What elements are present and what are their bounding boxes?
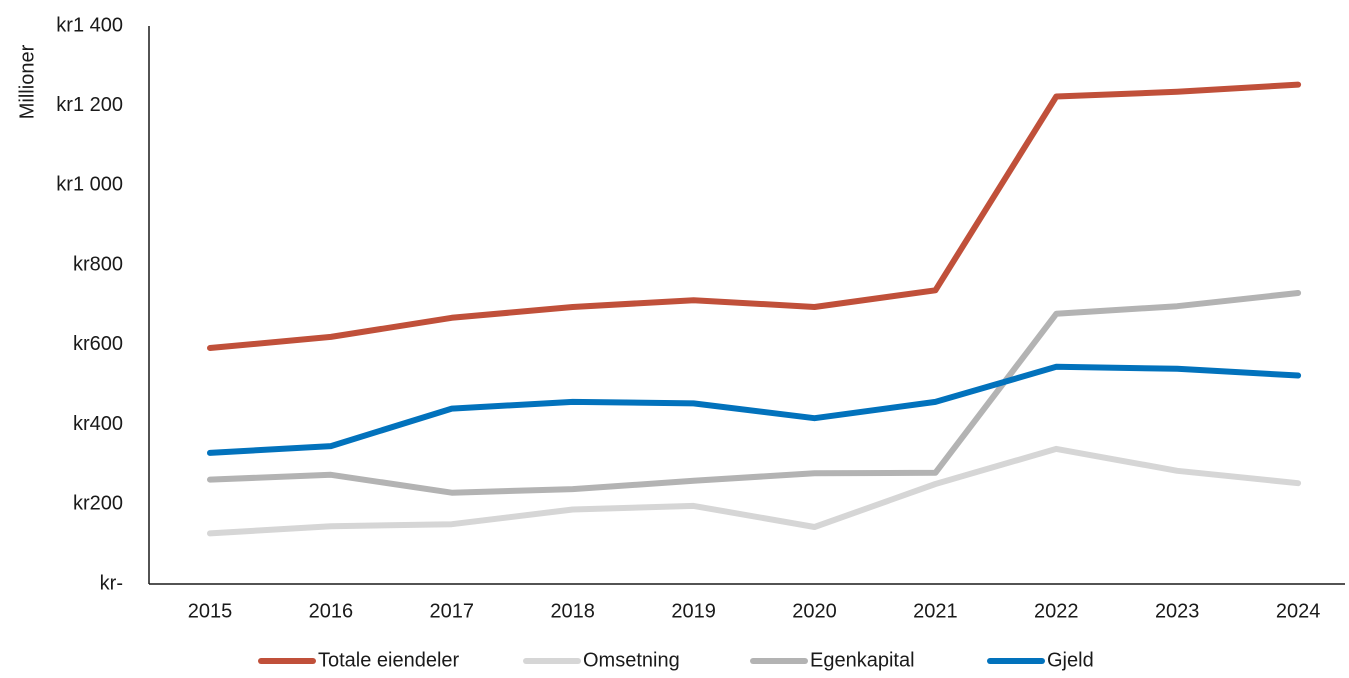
x-tick-label: 2021 <box>913 600 958 622</box>
axes: Millioner <box>16 26 1345 585</box>
x-tick-label: 2022 <box>1034 600 1079 622</box>
series-line-egenkapital <box>207 290 1302 496</box>
y-axis-title: Millioner <box>16 44 38 119</box>
legend-item: Totale eiendeler <box>258 649 460 671</box>
legend-label: Egenkapital <box>810 649 915 671</box>
x-tick-label: 2019 <box>671 600 716 622</box>
legend-label: Gjeld <box>1047 649 1094 671</box>
y-tick-label: kr400 <box>73 413 123 435</box>
legend-label: Omsetning <box>583 649 680 671</box>
legend-label: Totale eiendeler <box>318 649 460 671</box>
x-tick-label: 2023 <box>1155 600 1200 622</box>
legend: Totale eiendeler Omsetning Egenkapital Gjel… <box>258 649 1094 671</box>
y-tick-labels: kr-kr200 kr400 kr600 kr800 kr1 000 kr1 200 kr1… <box>56 14 123 594</box>
series-line-omsetning <box>207 445 1302 537</box>
x-tick-label: 2018 <box>550 600 595 622</box>
x-tick-label: 2020 <box>792 600 837 622</box>
x-tick-labels: 2015 2016 2017 2018 2019 2020 2021 2022 2023 2024 <box>188 600 1321 622</box>
y-tick-label: kr600 <box>73 333 123 355</box>
y-tick-label: kr1 200 <box>56 94 123 116</box>
x-tick-label: 2015 <box>188 600 233 622</box>
x-tick-label: 2017 <box>430 600 475 622</box>
y-tick-label: kr800 <box>73 253 123 275</box>
x-tick-label: 2024 <box>1276 600 1321 622</box>
series-line-totale-eiendeler <box>207 81 1302 351</box>
legend-item: Gjeld <box>987 649 1094 671</box>
y-tick-label: kr200 <box>73 493 123 515</box>
legend-item: Egenkapital <box>750 649 915 671</box>
series-line-gjeld <box>207 363 1302 456</box>
x-tick-label: 2016 <box>309 600 354 622</box>
y-tick-label: kr- <box>100 572 123 594</box>
y-tick-label: kr1 400 <box>56 14 123 36</box>
series-lines <box>207 81 1302 537</box>
y-tick-label: kr1 000 <box>56 174 123 196</box>
legend-item: Omsetning <box>523 649 680 671</box>
